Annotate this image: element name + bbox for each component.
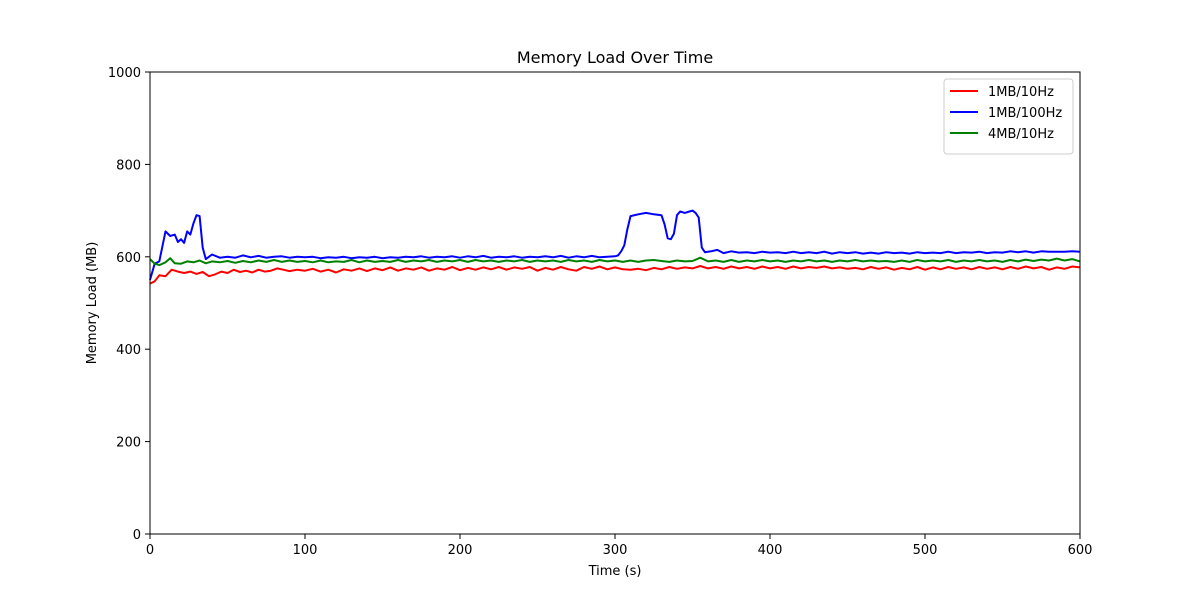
x-tick-label: 100 (293, 543, 318, 558)
chart-title: Memory Load Over Time (517, 48, 713, 67)
x-tick-label: 300 (603, 543, 628, 558)
y-tick-label: 1000 (108, 66, 141, 81)
y-tick-label: 800 (116, 158, 141, 173)
y-tick-label: 0 (133, 528, 141, 543)
x-axis: 0 100 200 300 400 500 600 (146, 534, 1093, 558)
x-tick-label: 200 (448, 543, 473, 558)
legend-box (943, 78, 1074, 155)
y-tick-label: 600 (116, 251, 141, 266)
x-tick-label: 0 (146, 543, 154, 558)
series-layer (149, 209, 1081, 285)
y-tick-label: 400 (116, 343, 141, 358)
x-axis-label: Time (s) (588, 564, 642, 579)
y-axis-label: Memory Load (MB) (85, 242, 100, 365)
series-line-2 (149, 256, 1081, 267)
x-tick-label: 500 (913, 543, 938, 558)
x-tick-label: 400 (758, 543, 783, 558)
legend-label-1: 1MB/100Hz (988, 106, 1062, 121)
series-line-0 (149, 265, 1081, 285)
y-axis: 0 200 400 600 800 1000 (108, 66, 150, 543)
legend: 1MB/10Hz 1MB/100Hz 4MB/10Hz (943, 78, 1074, 155)
y-tick-label: 200 (116, 436, 141, 451)
plot-frame (149, 71, 1081, 535)
legend-label-0: 1MB/10Hz (988, 85, 1054, 100)
series-line-1 (149, 209, 1081, 281)
legend-label-2: 4MB/10Hz (988, 127, 1054, 142)
x-tick-label: 600 (1068, 543, 1093, 558)
